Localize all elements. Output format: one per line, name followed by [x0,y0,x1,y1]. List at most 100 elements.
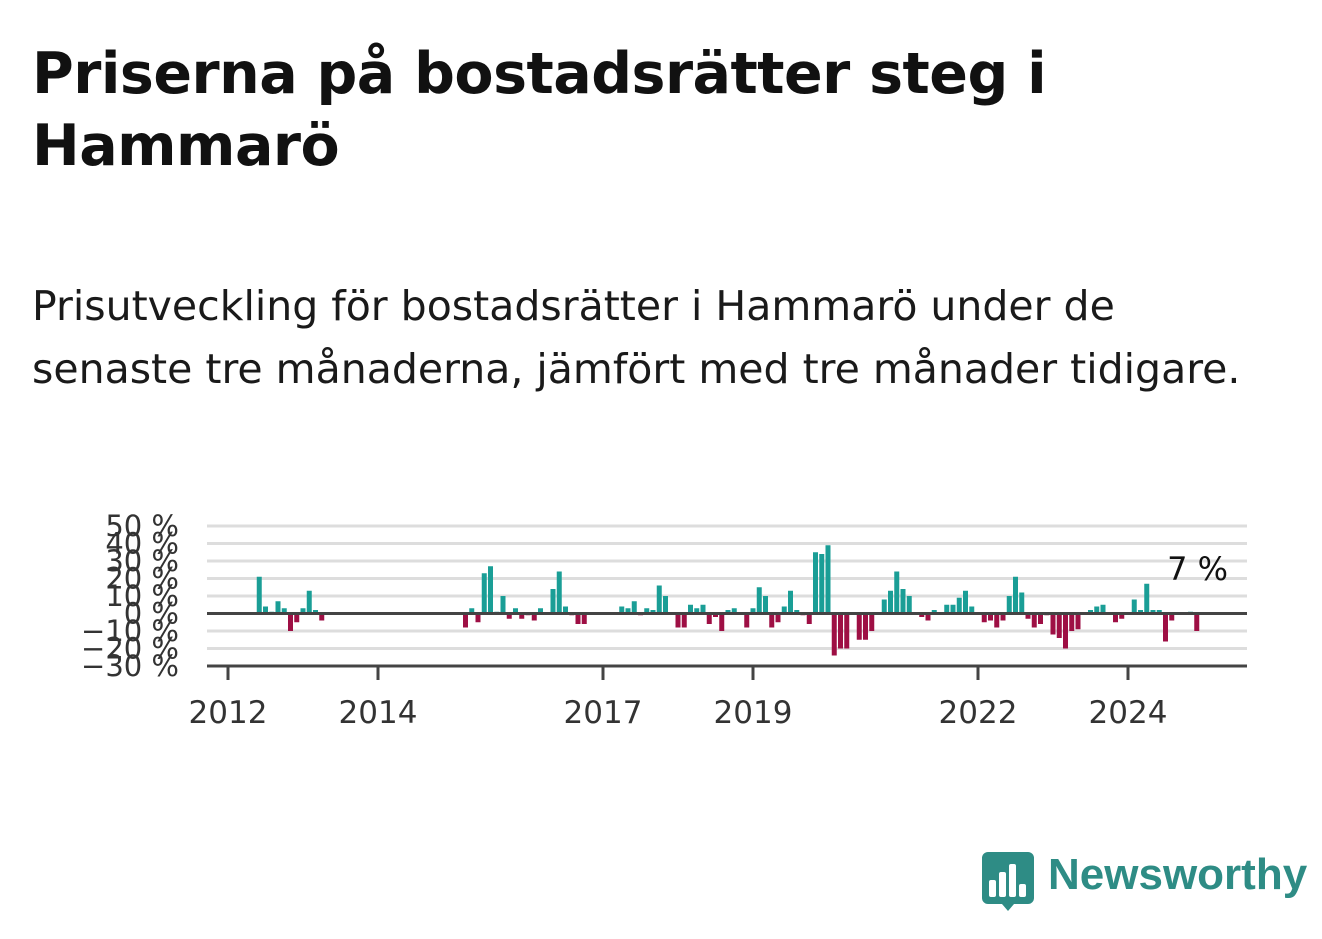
bar [694,608,700,614]
bar [781,606,787,614]
bar [950,604,956,614]
bar [756,587,762,614]
bar [819,554,825,614]
bar [1050,613,1056,635]
bar [869,613,875,631]
bar [1031,613,1037,628]
bar [1019,592,1025,614]
y-tick-label: 20 % [105,562,179,596]
latest-value-annotation: 7 % [1167,550,1228,588]
bar [463,613,468,628]
bar [763,596,768,614]
y-tick-label: 40 % [105,527,179,561]
x-tick-label: 2024 [1089,695,1168,731]
bar [788,590,793,614]
y-tick-label: 0 % [124,597,179,631]
bar [1025,613,1031,619]
bar [275,601,281,614]
bar [856,613,862,640]
y-tick-label: −20 % [81,632,179,666]
axes [207,612,1247,680]
bar [1131,599,1137,614]
bar [1063,613,1068,649]
bar [1100,604,1106,614]
x-tick-label: 2019 [714,695,793,731]
bar [944,604,950,614]
bar [313,610,318,614]
bar [1169,613,1175,621]
bar [769,613,775,628]
bar [469,608,475,614]
bar [994,613,1000,628]
bar [725,610,731,614]
bar [294,613,300,623]
bar [1013,576,1018,614]
bar [1056,613,1062,638]
bar [538,608,543,614]
bar [306,590,312,614]
y-tick-label: 50 % [105,509,179,543]
bar [625,608,631,614]
bar [256,576,262,614]
bar [481,573,487,614]
bar [963,590,968,614]
bar [981,613,987,623]
bar [744,613,750,628]
bar [281,608,287,614]
bar [919,613,925,617]
bar [1000,613,1006,621]
y-tick-label: −30 % [81,649,179,683]
bar [1138,610,1143,614]
bars [256,545,1200,656]
chart-title: Priserna på bostadsrätter steg i Hammarö [32,41,1047,179]
brand-name: Newsworthy [1048,850,1308,899]
bar [531,613,537,621]
x-tick-label: 2014 [339,695,418,731]
bar [563,606,568,614]
bar [1113,613,1118,623]
bar [1119,613,1125,619]
bar [1150,610,1156,614]
bar [831,613,837,656]
bar [656,585,662,614]
bar [838,613,843,649]
x-tick-label: 2012 [189,695,268,731]
bar-chart-icon [982,852,1034,911]
bar [750,608,756,614]
bar [1069,613,1075,631]
bar [263,606,268,614]
bar [631,601,637,614]
bar [675,613,681,628]
bar [700,604,706,614]
bar [825,545,831,614]
x-axis-labels: 2012 2014 2017 2019 2022 2024 [189,695,1168,731]
bar [319,613,325,621]
bar-chart: 50 %40 %30 %20 %10 %0 %−10 %−20 %−30 % 2… [81,509,1247,731]
bar [650,610,656,614]
bar [581,613,587,624]
bar [969,606,975,614]
bar [1038,613,1043,624]
bar [706,613,712,624]
bar [881,599,887,614]
bar [931,610,937,614]
bar [556,571,562,614]
bar [813,552,818,614]
bar [894,571,900,614]
bar [719,613,725,631]
bar [863,613,868,640]
bar [500,596,506,614]
bar [619,606,625,614]
x-tick-label: 2017 [564,695,643,731]
bar [506,613,512,619]
bar [906,596,912,614]
y-axis-labels: 50 %40 %30 %20 %10 %0 %−10 %−20 %−30 % [81,509,179,683]
bar [844,613,850,649]
bar [663,596,668,614]
bar [900,589,906,614]
bar [1194,613,1200,631]
y-tick-label: 30 % [105,544,179,578]
chart-subtitle: Prisutveckling för bostadsrätter i Hamma… [32,282,1241,393]
bar [988,613,993,621]
y-tick-label: −10 % [81,614,179,648]
